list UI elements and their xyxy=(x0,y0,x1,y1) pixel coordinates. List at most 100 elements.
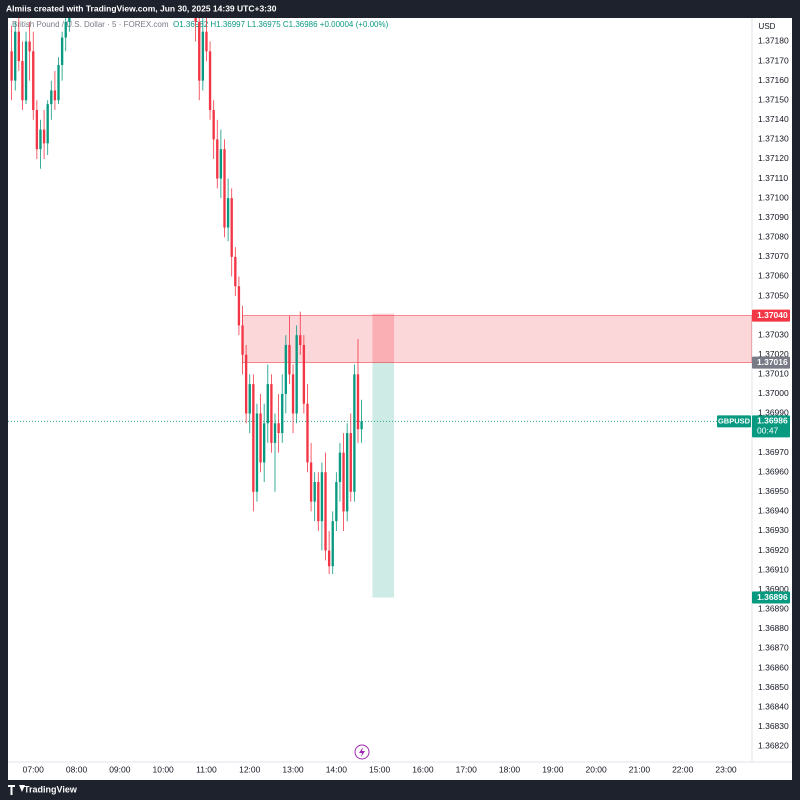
candle-body xyxy=(68,18,71,22)
y-tick-label: 1.37010 xyxy=(758,369,789,379)
y-tick-label: 1.36880 xyxy=(758,623,789,633)
chart-pane xyxy=(8,18,792,780)
candle-body xyxy=(32,51,35,111)
candle-body xyxy=(309,462,313,502)
candle-body xyxy=(317,482,320,522)
candle-body xyxy=(291,374,295,414)
y-tick-label: 1.36870 xyxy=(758,643,789,653)
x-tick-label: 14:00 xyxy=(326,764,348,774)
candle-body xyxy=(288,344,291,375)
x-tick-label: 19:00 xyxy=(542,764,564,774)
candle-body xyxy=(14,31,17,81)
y-tick-label: 1.36850 xyxy=(758,682,789,692)
top-bar-text: Almiis created with TradingView.com, Jun… xyxy=(6,3,277,13)
candle-body xyxy=(10,51,13,81)
price-badge-label: 1.37016 xyxy=(757,357,788,367)
candle-body xyxy=(17,31,20,62)
x-tick-label: 12:00 xyxy=(239,764,261,774)
candle-body xyxy=(259,413,262,463)
candle-body xyxy=(64,21,67,38)
x-tick-label: 11:00 xyxy=(196,764,217,774)
y-tick-label: 1.37160 xyxy=(758,75,789,85)
candle-body xyxy=(28,41,31,52)
candle-body xyxy=(353,374,356,492)
candle-body xyxy=(60,37,64,65)
candle-body xyxy=(230,198,233,257)
candle-body xyxy=(299,335,302,345)
candle-body xyxy=(277,423,280,434)
y-tick-label: 1.36920 xyxy=(758,545,789,555)
price-badge xyxy=(752,356,790,369)
candle-body xyxy=(281,393,284,434)
symbol-title: British Pound / U.S. Dollar · 5 · FOREX.… xyxy=(12,20,169,29)
candle-body xyxy=(237,286,241,326)
candle-body xyxy=(46,104,49,144)
price-badge-label: 1.36986 xyxy=(757,416,788,426)
y-tick-label: 1.36930 xyxy=(758,525,789,535)
candle-body xyxy=(216,139,219,179)
brand-logo xyxy=(8,785,25,795)
x-tick-label: 18:00 xyxy=(499,764,521,774)
price-badge xyxy=(752,309,790,322)
position-reward xyxy=(372,362,395,598)
y-tick-label: 1.36820 xyxy=(758,741,789,751)
candle-body xyxy=(53,90,57,101)
candle-body xyxy=(252,384,255,492)
y-tick-label: 1.37060 xyxy=(758,271,789,281)
x-tick-label: 10:00 xyxy=(153,764,175,774)
y-tick-label: 1.37110 xyxy=(758,173,788,183)
y-tick-label: 1.36970 xyxy=(758,447,789,457)
y-tick-label: 1.36890 xyxy=(758,604,789,614)
price-badge-label: 1.36896 xyxy=(757,592,788,602)
y-tick-label: 1.37090 xyxy=(758,212,789,222)
candle-body xyxy=(50,90,53,105)
x-tick-label: 22:00 xyxy=(672,764,694,774)
candle-body xyxy=(248,384,251,414)
currency-label: USD xyxy=(759,22,776,31)
x-tick-label: 20:00 xyxy=(585,764,607,774)
y-tick-label: 1.36990 xyxy=(758,408,789,418)
axes: 1.37180 1.37170 1.37160 1.37150 1.37140 1.371… xyxy=(23,36,790,774)
x-tick-label: 07:00 xyxy=(23,764,45,774)
y-tick-label: 1.37150 xyxy=(758,94,789,104)
y-tick-label: 1.36860 xyxy=(758,662,789,672)
candle-body xyxy=(201,31,205,81)
y-tick-label: 1.36830 xyxy=(758,721,789,731)
candle-body xyxy=(313,482,316,502)
candle-body xyxy=(306,403,309,463)
y-tick-label: 1.36950 xyxy=(758,486,789,496)
candle-body xyxy=(42,129,46,144)
y-tick-label: 1.37020 xyxy=(758,349,789,359)
candle-body xyxy=(244,354,248,414)
candle-body xyxy=(212,110,215,140)
candle-body xyxy=(24,41,28,101)
candle-body xyxy=(266,384,269,424)
countdown: 00:47 xyxy=(757,426,779,436)
candle-body xyxy=(35,110,39,150)
ohlc-values: O1.36982 H1.36997 L1.36975 C1.36986 +0.0… xyxy=(173,20,389,29)
y-tick-label: 1.36940 xyxy=(758,506,789,516)
y-tick-label: 1.37000 xyxy=(758,388,789,398)
candle-body xyxy=(295,335,298,414)
x-tick-label: 09:00 xyxy=(109,764,131,774)
events-icon-bolt xyxy=(359,747,365,757)
y-tick-label: 1.37030 xyxy=(758,329,789,339)
candle-body xyxy=(263,423,266,463)
price-badge-label: 1.37040 xyxy=(757,310,788,320)
candle-body xyxy=(226,198,230,228)
candle-body xyxy=(208,51,212,111)
x-tick-label: 16:00 xyxy=(412,764,434,774)
candle-body xyxy=(349,433,352,492)
candle-body xyxy=(324,472,327,551)
symbol-badge xyxy=(717,415,751,428)
y-tick-label: 1.36960 xyxy=(758,466,789,476)
x-tick-label: 08:00 xyxy=(66,764,88,774)
candle-body xyxy=(223,149,226,228)
candle-body xyxy=(360,421,363,430)
candle-body xyxy=(198,21,201,81)
symbol-badge-label: GBPUSD xyxy=(718,416,751,425)
y-tick-label: 1.37170 xyxy=(758,55,789,65)
price-badge xyxy=(752,591,790,604)
x-tick-label: 21:00 xyxy=(629,764,651,774)
candle-body xyxy=(234,256,237,287)
